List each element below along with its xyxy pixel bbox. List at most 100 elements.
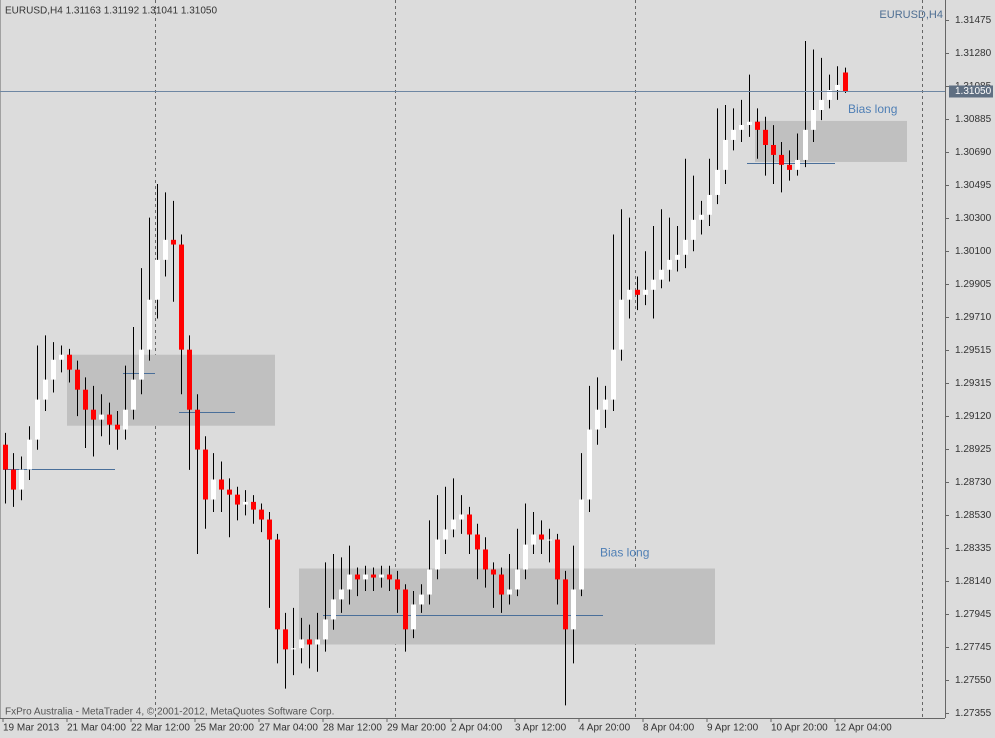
y-tick-label: 1.27745 [955, 642, 992, 653]
y-tick-label: 1.27550 [955, 675, 992, 686]
candle-body [299, 639, 304, 649]
candle-body [827, 89, 832, 100]
candle-body [283, 629, 288, 650]
candle-body [195, 409, 200, 450]
candle-body [51, 359, 56, 380]
x-tick-label: 2 Apr 04:00 [451, 723, 503, 734]
candle-body [115, 424, 120, 430]
candle-body [155, 259, 160, 300]
candle-body [587, 429, 592, 500]
candle-body [795, 159, 800, 170]
candle-body [451, 519, 456, 530]
x-tick-label: 25 Mar 20:00 [195, 723, 254, 734]
candle-body [771, 144, 776, 155]
candle-body [563, 579, 568, 630]
candle-body [571, 589, 576, 630]
x-tick-label: 3 Apr 12:00 [515, 723, 567, 734]
candle-body [227, 489, 232, 495]
candle-body [203, 449, 208, 500]
candle-body [667, 259, 672, 270]
candle-body [555, 539, 560, 580]
candle-body [307, 639, 312, 645]
candle-body [659, 269, 664, 280]
candle-body [547, 539, 552, 541]
y-tick-label: 1.30495 [955, 180, 992, 191]
candle-body [723, 139, 728, 170]
y-tick-label: 1.27355 [955, 708, 992, 719]
candle-body [259, 509, 264, 520]
y-tick-label: 1.28730 [955, 477, 992, 488]
axis: 1.314751.312801.310851.308851.306901.304… [0, 15, 993, 734]
y-tick-label: 1.27945 [955, 609, 992, 620]
candle-body [475, 534, 480, 550]
y-tick-label: 1.29710 [955, 312, 992, 323]
candle-body [187, 349, 192, 410]
candle-body [379, 574, 384, 578]
candle-body [251, 501, 256, 510]
candle-body [691, 219, 696, 240]
candle-body [747, 121, 752, 125]
x-tick-label: 10 Apr 20:00 [771, 723, 828, 734]
x-tick-label: 8 Apr 04:00 [643, 723, 695, 734]
candle-body [139, 349, 144, 380]
x-tick-label: 22 Mar 12:00 [131, 723, 190, 734]
candle-body [315, 639, 320, 645]
candle-body [523, 544, 528, 570]
candle-body [675, 254, 680, 260]
y-tick-label: 1.29315 [955, 378, 992, 389]
candle-body [43, 379, 48, 400]
candle-body [515, 569, 520, 590]
candle-body [355, 574, 360, 580]
candle-body [643, 289, 648, 295]
y-tick-label: 1.29905 [955, 279, 992, 290]
candle-body [83, 389, 88, 410]
y-tick-label: 1.28530 [955, 510, 992, 521]
candle-body [387, 574, 392, 580]
candles [3, 41, 848, 706]
candle-body [403, 589, 408, 630]
y-tick-label: 1.29120 [955, 411, 992, 422]
candle-body [819, 99, 824, 110]
candle-body [411, 604, 416, 630]
candle-body [835, 84, 840, 90]
candle-body [267, 519, 272, 540]
candle-body [395, 579, 400, 590]
y-tick-label: 1.30100 [955, 246, 992, 257]
y-tick-label: 1.29515 [955, 345, 992, 356]
candle-body [235, 494, 240, 505]
zone [299, 568, 715, 645]
candle-body [59, 354, 64, 360]
x-tick-label: 4 Apr 20:00 [579, 723, 631, 734]
candle-body [803, 129, 808, 160]
candle-body [459, 514, 464, 520]
zones: Bias long Bias long [67, 102, 907, 645]
candle-body [275, 539, 280, 630]
candle-body [291, 648, 296, 650]
y-tick-label: 1.28335 [955, 543, 992, 554]
candle-body [595, 409, 600, 430]
candle-body [219, 479, 224, 490]
candle-body [531, 534, 536, 545]
y-tick-label: 1.28140 [955, 576, 992, 587]
x-tick-label: 28 Mar 12:00 [323, 723, 382, 734]
candle-body [11, 469, 16, 490]
candle-body [443, 529, 448, 540]
candle-body [467, 514, 472, 535]
candle-body [619, 299, 624, 350]
candle-body [435, 539, 440, 570]
candle-body [19, 469, 24, 490]
candle-body [27, 439, 32, 470]
candle-body [483, 549, 488, 570]
zone-label: Bias long [600, 546, 649, 560]
candle-body [147, 299, 152, 350]
candle-body [123, 409, 128, 430]
candle-body [75, 369, 80, 390]
candle-body [491, 569, 496, 575]
x-tick-label: 19 Mar 2013 [3, 723, 60, 734]
candle-body [811, 109, 816, 130]
candle-body [715, 169, 720, 195]
current-price-box [949, 85, 993, 98]
x-tick-label: 9 Apr 12:00 [707, 723, 759, 734]
candle-body [339, 589, 344, 600]
